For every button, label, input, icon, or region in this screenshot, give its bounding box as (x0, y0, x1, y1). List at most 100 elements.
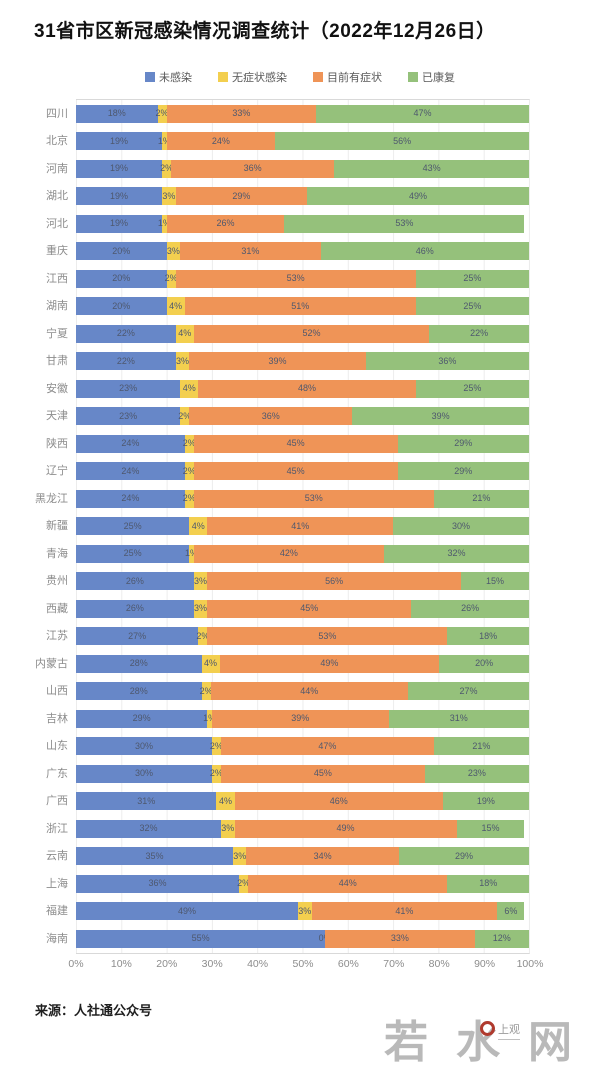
bar-segment-value: 30% (452, 520, 471, 531)
bar-row: 18% 2% 33% 47% (76, 100, 529, 128)
bar-segment-value: 39% (291, 713, 310, 724)
bar-segment-value: 20% (112, 300, 131, 311)
category-label: 江西 (46, 272, 68, 285)
category-label: 山西 (46, 685, 68, 698)
category-label: 河南 (46, 162, 68, 175)
bar-segment-value: 44% (300, 685, 319, 696)
bar-segment-value: 19% (110, 135, 129, 146)
bar-segment-value: 26% (125, 575, 144, 586)
stacked-bar: 26% 3% 56% 15% (76, 572, 529, 591)
bar-segment: 2% (183, 489, 196, 508)
bar-segment-value: 24% (121, 438, 140, 449)
stacked-bar: 20% 3% 31% 46% (76, 242, 529, 261)
category-label: 上海 (46, 877, 68, 890)
bar-segment-value: 39% (268, 355, 287, 366)
bar-segment-value: 46% (329, 795, 348, 806)
bar-segment: 1% (158, 214, 171, 233)
bar-segment: 24% (76, 462, 185, 481)
legend-swatch-icon (145, 72, 155, 82)
bar-segment: 22% (76, 352, 176, 371)
category-label: 天津 (46, 410, 68, 423)
bar-row: 35% 3% 34% 29% (76, 843, 529, 871)
bar-segment: 19% (76, 187, 163, 206)
chart-title: 31省市区新冠感染情况调查统计（2022年12月26日） (34, 21, 496, 42)
bar-row: 20% 2% 53% 25% (76, 265, 529, 293)
bar-segment: 47% (316, 104, 529, 123)
legend-item: 目前有症状 (313, 69, 382, 85)
bar-segment-value: 29% (232, 190, 251, 201)
bar-segment: 25% (76, 544, 190, 563)
x-axis-tick: 30% (201, 957, 223, 970)
bar-segment-value: 1% (157, 135, 171, 146)
bar-segment: 28% (76, 654, 202, 673)
x-axis-tick: 100% (516, 957, 544, 970)
stacked-bar: 19% 1% 24% 56% (76, 132, 529, 151)
bar-segment-value: 39% (431, 410, 450, 421)
bar-segment-value: 33% (232, 108, 251, 119)
bar-segment-value: 2% (164, 273, 178, 284)
stacked-bar: 23% 2% 36% 39% (76, 407, 529, 426)
bar-segment: 26% (76, 572, 194, 591)
stacked-bar-chart: 四川 北京 河南 湖北 河北 重庆 江西 湖南 宁夏 甘肃 安徽 天津 陕西 辽宁 黑龙江 新疆 青海 贵州 西藏江… (20, 99, 530, 954)
bar-segment-value: 22% (470, 328, 489, 339)
bar-segment: 3% (220, 819, 235, 838)
bar-row: 20% 3% 31% 46% (76, 238, 529, 266)
watermark: 上观 若水网 (384, 1017, 572, 1068)
bar-segment: 39% (211, 709, 389, 728)
bar-segment: 3% (193, 599, 208, 618)
stacked-bar: 31% 4% 46% 19% (76, 792, 529, 811)
bar-segment: 3% (297, 902, 312, 921)
bar-segment: 2% (183, 434, 196, 453)
watermark-char: 若 (384, 1017, 428, 1067)
bar-segment-value: 18% (479, 878, 498, 889)
bar-segment: 20% (439, 654, 529, 673)
bar-segment-value: 2% (155, 108, 169, 119)
bar-segment: 24% (76, 489, 185, 508)
bar-segment-value: 36% (438, 355, 457, 366)
bar-segment-value: 25% (123, 520, 142, 531)
watermark-logo-text: 上观 (498, 1021, 520, 1040)
bar-row: 19% 2% 36% 43% (76, 155, 529, 183)
bar-segment-value: 46% (415, 245, 434, 256)
bar-segment: 39% (352, 407, 529, 426)
category-label: 贵州 (46, 575, 68, 588)
bar-segment: 44% (248, 874, 448, 893)
stacked-bar: 55%0%33%12% (76, 929, 529, 948)
bar-segment-value: 51% (291, 300, 310, 311)
bar-row: 26% 3% 45% 26% (76, 595, 529, 623)
bar-segment: 3% (175, 352, 190, 371)
bar-segment-value: 2% (209, 768, 223, 779)
bar-segment: 26% (166, 214, 285, 233)
bar-segment: 36% (171, 159, 335, 178)
bar-segment: 1% (203, 709, 216, 728)
bar-row: 24% 2% 45% 29% (76, 458, 529, 486)
bar-row: 19% 1% 24% 56% (76, 128, 529, 156)
bar-segment: 32% (384, 544, 529, 563)
bar-segment-value: 1% (185, 548, 199, 559)
stacked-bar: 28% 2% 44% 27% (76, 682, 529, 701)
legend-item: 未感染 (145, 69, 192, 85)
bar-segment-value: 22% (116, 328, 135, 339)
bar-segment: 25% (415, 269, 529, 288)
bar-segment: 26% (411, 599, 529, 618)
bar-segment-value: 34% (313, 850, 332, 861)
bar-segment: 25% (415, 297, 529, 316)
x-axis: 0% 10% 20% 30% 40% 50% 60% 70% 80% 90% 100% (68, 957, 543, 974)
bar-segment: 18% (76, 104, 158, 123)
bar-segment-value: 29% (132, 713, 151, 724)
bar-segment: 20% (76, 297, 167, 316)
bar-segment: 32% (76, 819, 221, 838)
category-label: 内蒙古 (35, 657, 68, 670)
bar-segment-value: 53% (318, 630, 337, 641)
bar-segment-value: 31% (449, 713, 468, 724)
category-label: 广西 (46, 795, 68, 808)
category-label: 海南 (46, 932, 68, 945)
bar-segment: 2% (178, 407, 191, 426)
bar-segment: 39% (189, 352, 366, 371)
bar-segment-value: 4% (191, 520, 205, 531)
watermark-logo-icon (480, 1020, 495, 1036)
bar-segment-value: 25% (463, 300, 482, 311)
category-label: 云南 (46, 850, 68, 863)
bar-segment: 2% (209, 764, 223, 783)
bar-segment-value: 2% (160, 163, 174, 174)
